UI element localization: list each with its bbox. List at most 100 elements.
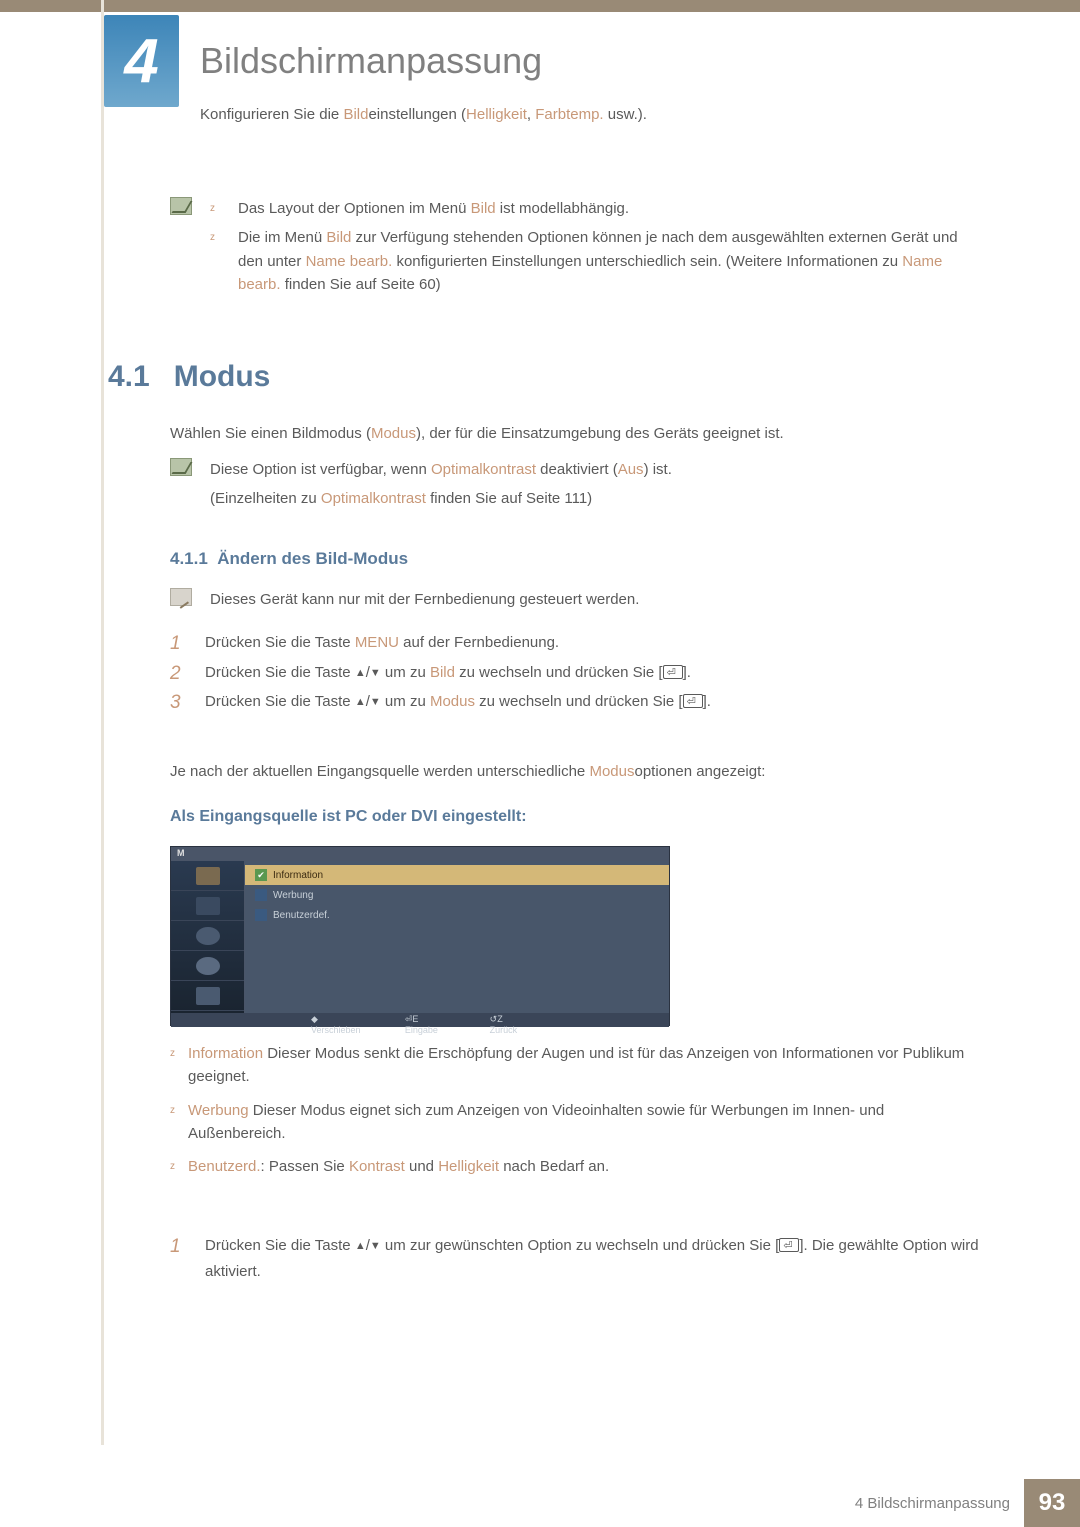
menu-sidebar-item (171, 921, 244, 951)
return-sym-icon: ↺Z (490, 1014, 503, 1024)
highlight: Modus (371, 425, 416, 442)
step-list: 1 Drücken Sie die Taste MENU auf der Fer… (170, 630, 985, 719)
note-line: Diese Option ist verfügbar, wenn Optimal… (210, 458, 672, 481)
text: M (177, 848, 185, 858)
top-bar (0, 0, 1080, 12)
config-line: Konfigurieren Sie die Bildeinstellungen … (200, 106, 647, 123)
highlight: Modus (430, 693, 475, 710)
menu-row: Werbung (255, 885, 659, 905)
note-block-2: Diese Option ist verfügbar, wenn Optimal… (170, 458, 985, 511)
text: Eingabe (405, 1025, 438, 1035)
text: , (527, 106, 535, 123)
step-number: 1 (170, 1231, 181, 1263)
highlight: Aus (618, 461, 644, 478)
text: zu wechseln und drücken Sie [ (455, 664, 663, 681)
highlight: MENU (355, 634, 399, 651)
mode-description-list: Information Dieser Modus senkt die Ersch… (170, 1042, 985, 1188)
text: um zur gewünschten Option zu wechseln un… (381, 1237, 780, 1254)
text: zu wechseln und drücken Sie [ (475, 693, 683, 710)
menu-label: Benutzerdef. (273, 910, 330, 921)
menu-titlebar: M (171, 847, 669, 861)
highlight: Farbtemp. (535, 106, 603, 123)
enter-icon (779, 1238, 799, 1252)
text: : Passen Sie (261, 1158, 349, 1175)
note-content: Diese Option ist verfügbar, wenn Optimal… (210, 458, 672, 511)
menu-sidebar-item (171, 951, 244, 981)
text: nach Bedarf an. (499, 1158, 609, 1175)
box-icon (255, 909, 267, 921)
menu-main: ✔ Information Werbung Benutzerdef. (245, 861, 669, 1013)
list-item: Information Dieser Modus senkt die Ersch… (170, 1042, 985, 1089)
step-item: 1 Drücken Sie die Taste ▲/▼ um zur gewün… (170, 1233, 985, 1284)
enter-icon (683, 694, 703, 708)
triangle-down-icon: ▼ (370, 664, 381, 683)
highlight: Modus (589, 763, 634, 780)
left-stripe (101, 0, 104, 1445)
highlight: Bild (430, 664, 455, 681)
menu-row-selected: ✔ Information (245, 865, 669, 885)
text: Dieser Modus eignet sich zum Anzeigen vo… (188, 1102, 884, 1142)
chapter-number: 4 (124, 26, 158, 97)
text: optionen angezeigt: (634, 763, 765, 780)
text: Dieses Gerät kann nur mit der Fernbedien… (210, 591, 639, 608)
highlight: Helligkeit (438, 1158, 499, 1175)
text: Drücken Sie die Taste (205, 634, 355, 651)
menu-sidebar (171, 861, 245, 1013)
highlight: Bild (326, 229, 351, 246)
subsection-title: Ändern des Bild-Modus (217, 549, 408, 568)
note-item: Das Layout der Optionen im Menü Bild ist… (210, 197, 985, 220)
highlight: Information (188, 1045, 263, 1062)
highlight: Bild (343, 106, 368, 123)
text: Wählen Sie einen Bildmodus ( (170, 425, 371, 442)
text: ]. (703, 693, 711, 710)
text: Konfigurieren Sie die (200, 106, 343, 123)
triangle-up-icon: ▲ (355, 1237, 366, 1256)
step-number: 2 (170, 658, 181, 690)
text: Die im Menü (238, 229, 326, 246)
step-number: 1 (170, 628, 181, 660)
triangle-up-icon: ▲ (355, 664, 366, 683)
subsection-number: 4.1.1 (170, 549, 208, 568)
list-item: Werbung Dieser Modus eignet sich zum Anz… (170, 1099, 985, 1146)
text: Drücken Sie die Taste (205, 1237, 355, 1254)
text: Dieser Modus senkt die Erschöpfung der A… (188, 1045, 964, 1085)
setup-icon (196, 957, 220, 975)
footer-item: ↺Z Zurück (490, 1014, 529, 1026)
chapter-title: Bildschirmanpassung (200, 40, 542, 82)
text: deaktiviert ( (536, 461, 618, 478)
menu-sidebar-item (171, 861, 244, 891)
text: finden Sie auf Seite 111) (426, 490, 592, 507)
pencil-icon (170, 588, 192, 606)
text: um zu (381, 693, 430, 710)
highlight: Optimalkontrast (431, 461, 536, 478)
highlight: Optimalkontrast (321, 490, 426, 507)
step-item: 3 Drücken Sie die Taste ▲/▼ um zu Modus … (170, 689, 985, 715)
input-mode-heading: Als Eingangsquelle ist PC oder DVI einge… (170, 808, 527, 826)
multi-icon (196, 987, 220, 1005)
enter-icon (663, 665, 683, 679)
footer-text: 4 Bildschirmanpassung (855, 1479, 1024, 1527)
triangle-up-icon: ▲ (355, 693, 366, 712)
text: ist modellabhängig. (496, 200, 629, 217)
triangle-down-icon: ▼ (370, 693, 381, 712)
step-item: 2 Drücken Sie die Taste ▲/▼ um zu Bild z… (170, 660, 985, 686)
subsection-heading: 4.1.1 Ändern des Bild-Modus (170, 549, 408, 569)
highlight: Werbung (188, 1102, 249, 1119)
step-number: 3 (170, 687, 181, 719)
triangle-down-icon: ▼ (370, 1237, 381, 1256)
section-body: Wählen Sie einen Bildmodus (Modus), der … (170, 422, 784, 445)
note-block-1: Das Layout der Optionen im Menü Bild ist… (170, 197, 985, 302)
note-content: Dieses Gerät kann nur mit der Fernbedien… (210, 588, 639, 611)
menu-row: Benutzerdef. (255, 905, 659, 925)
highlight: Kontrast (349, 1158, 405, 1175)
highlight: Name bearb. (306, 253, 393, 270)
menu-sidebar-item (171, 981, 244, 1011)
footer-item: ◆ Verschieben (311, 1014, 365, 1026)
section-heading: 4.1 Modus (108, 360, 270, 394)
after-steps-text: Je nach der aktuellen Eingangsquelle wer… (170, 760, 765, 783)
text: auf der Fernbedienung. (399, 634, 559, 651)
text: Diese Option ist verfügbar, wenn (210, 461, 431, 478)
text: ), der für die Einsatzumgebung des Gerät… (416, 425, 784, 442)
diamond-icon: ◆ (311, 1014, 318, 1024)
list-item: Benutzerd.: Passen Sie Kontrast und Hell… (170, 1155, 985, 1178)
